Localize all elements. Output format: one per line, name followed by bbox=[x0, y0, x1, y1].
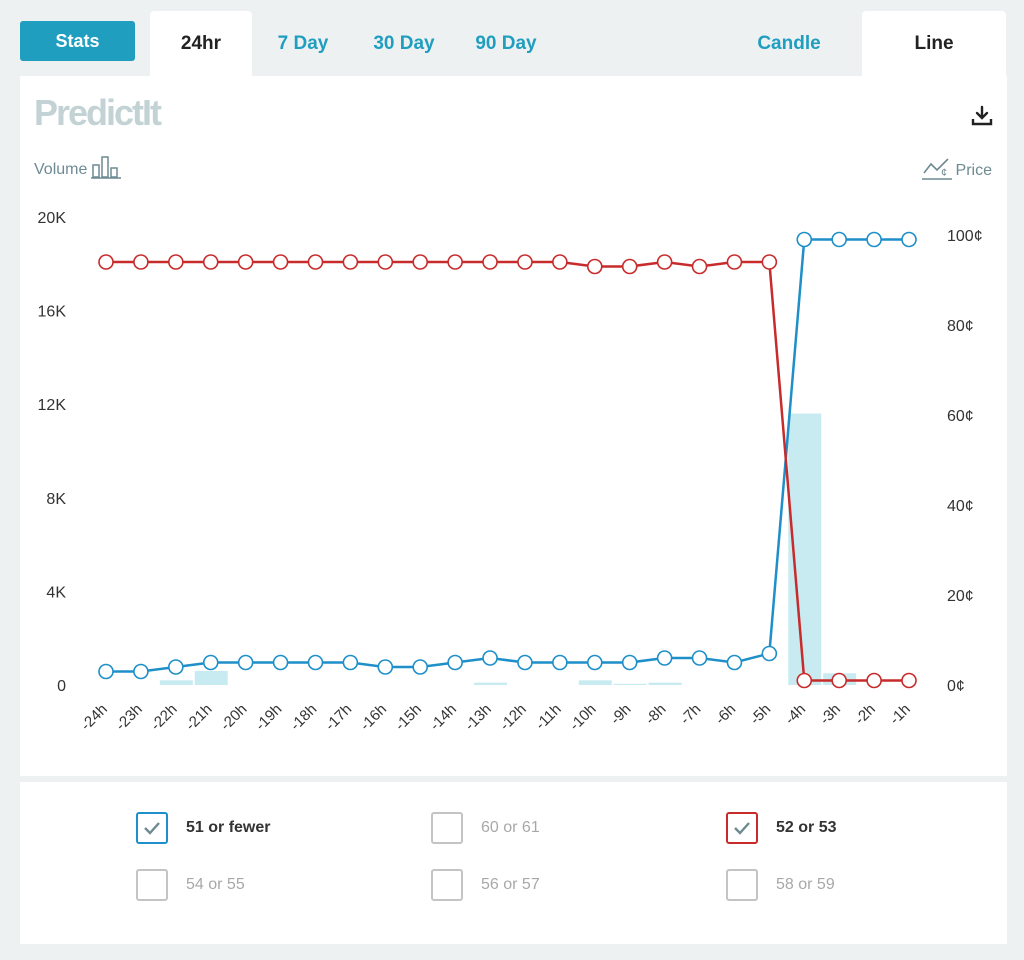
bar-chart-icon bbox=[91, 155, 122, 184]
legend-item-56-or-57[interactable]: 56 or 57 bbox=[431, 869, 540, 901]
tab-candle[interactable]: Candle bbox=[757, 32, 821, 54]
legend-item-54-or-55[interactable]: 54 or 55 bbox=[136, 869, 245, 901]
legend-checkbox[interactable] bbox=[726, 812, 758, 844]
volume-axis-label: Volume bbox=[34, 155, 122, 184]
svg-text:¢: ¢ bbox=[941, 167, 947, 179]
legend-checkbox[interactable] bbox=[431, 812, 463, 844]
tab-line[interactable]: Line bbox=[862, 11, 1006, 76]
legend-label: 54 or 55 bbox=[186, 876, 245, 893]
check-icon bbox=[144, 822, 160, 835]
legend-checkbox[interactable] bbox=[136, 869, 168, 901]
legend-checkbox[interactable] bbox=[431, 869, 463, 901]
tab-90-day[interactable]: 90 Day bbox=[475, 32, 537, 54]
tab-30-day[interactable]: 30 Day bbox=[373, 32, 435, 54]
legend-checkbox[interactable] bbox=[136, 812, 168, 844]
download-icon[interactable] bbox=[970, 104, 994, 133]
tab-7-day[interactable]: 7 Day bbox=[277, 32, 329, 54]
legend-item-52-or-53[interactable]: 52 or 53 bbox=[726, 812, 836, 844]
tab-bar: Stats 24hr 7 Day 30 Day 90 Day Candle Li… bbox=[0, 0, 1024, 76]
legend-item-51-or-fewer[interactable]: 51 or fewer bbox=[136, 812, 270, 844]
price-label-text: Price bbox=[955, 161, 992, 179]
predictit-logo: PredictIt bbox=[34, 92, 162, 133]
price-trend-icon: ¢ bbox=[921, 155, 952, 186]
legend-label: 51 or fewer bbox=[186, 819, 271, 836]
legend-label: 60 or 61 bbox=[481, 819, 540, 836]
check-icon bbox=[734, 822, 750, 835]
legend-item-60-or-61[interactable]: 60 or 61 bbox=[431, 812, 540, 844]
legend-label: 56 or 57 bbox=[481, 876, 540, 893]
legend-label: 52 or 53 bbox=[776, 819, 837, 836]
legend-panel: 51 or fewer 60 or 61 52 or 53 54 or 55 5… bbox=[20, 782, 1007, 944]
tab-24hr[interactable]: 24hr bbox=[150, 11, 252, 76]
stats-button[interactable]: Stats bbox=[20, 21, 135, 61]
volume-label-text: Volume bbox=[34, 160, 88, 178]
chart-panel bbox=[20, 76, 1007, 776]
legend-item-58-or-59[interactable]: 58 or 59 bbox=[726, 869, 835, 901]
legend-checkbox[interactable] bbox=[726, 869, 758, 901]
price-axis-label: ¢ Price bbox=[921, 155, 992, 186]
legend-label: 58 or 59 bbox=[776, 876, 835, 893]
